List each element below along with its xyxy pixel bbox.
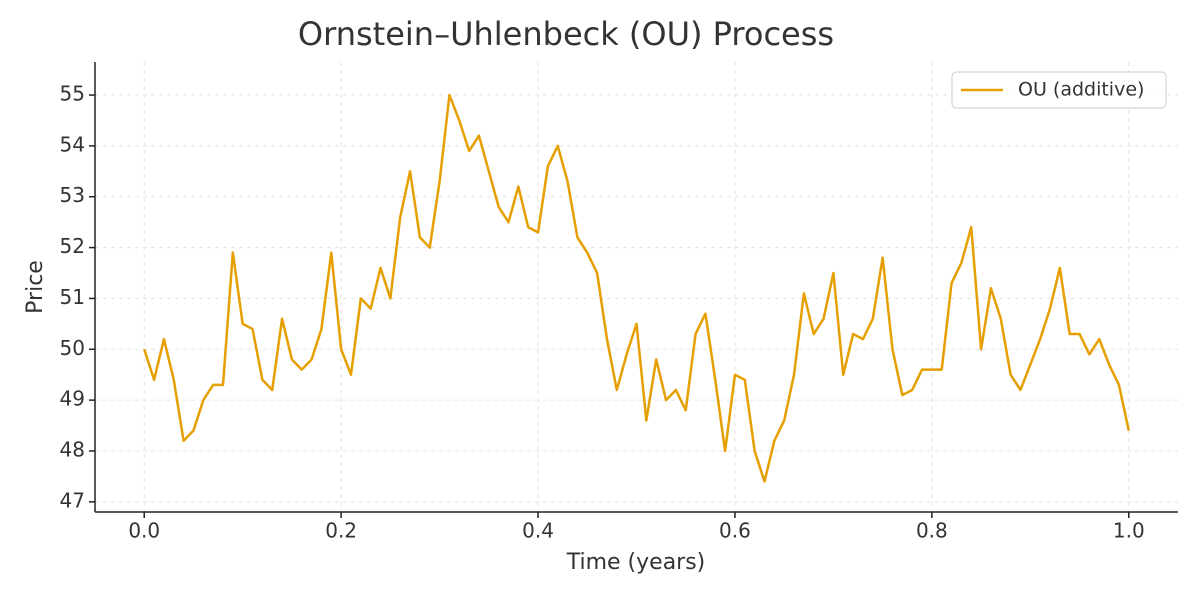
x-tick-label: 0.0 (128, 519, 160, 543)
y-tick-label: 48 (60, 437, 85, 461)
line-series (143, 93, 1130, 483)
legend: OU (additive) (951, 71, 1167, 109)
y-tick-label: 54 (60, 132, 85, 156)
y-tick-label: 50 (60, 336, 85, 360)
x-tick-label: 0.4 (522, 519, 554, 543)
y-tick-label: 47 (60, 488, 85, 512)
chart-title: Ornstein–Uhlenbeck (OU) Process (298, 15, 834, 53)
y-tick-label: 53 (60, 183, 85, 207)
y-tick-label: 49 (60, 387, 85, 411)
x-tick-label: 1.0 (1113, 519, 1145, 543)
y-tick-label: 52 (60, 234, 85, 258)
x-tick-label: 0.8 (916, 519, 948, 543)
x-tick-label: 0.6 (719, 519, 751, 543)
y-tick-label: 51 (60, 285, 85, 309)
x-tick-label: 0.2 (325, 519, 357, 543)
legend-box (951, 71, 1167, 109)
x-axis-label: Time (years) (566, 550, 706, 575)
y-tick-label: 55 (60, 82, 85, 106)
legend-label: OU (additive) (1018, 79, 1144, 101)
y-axis-label: Price (23, 260, 48, 314)
